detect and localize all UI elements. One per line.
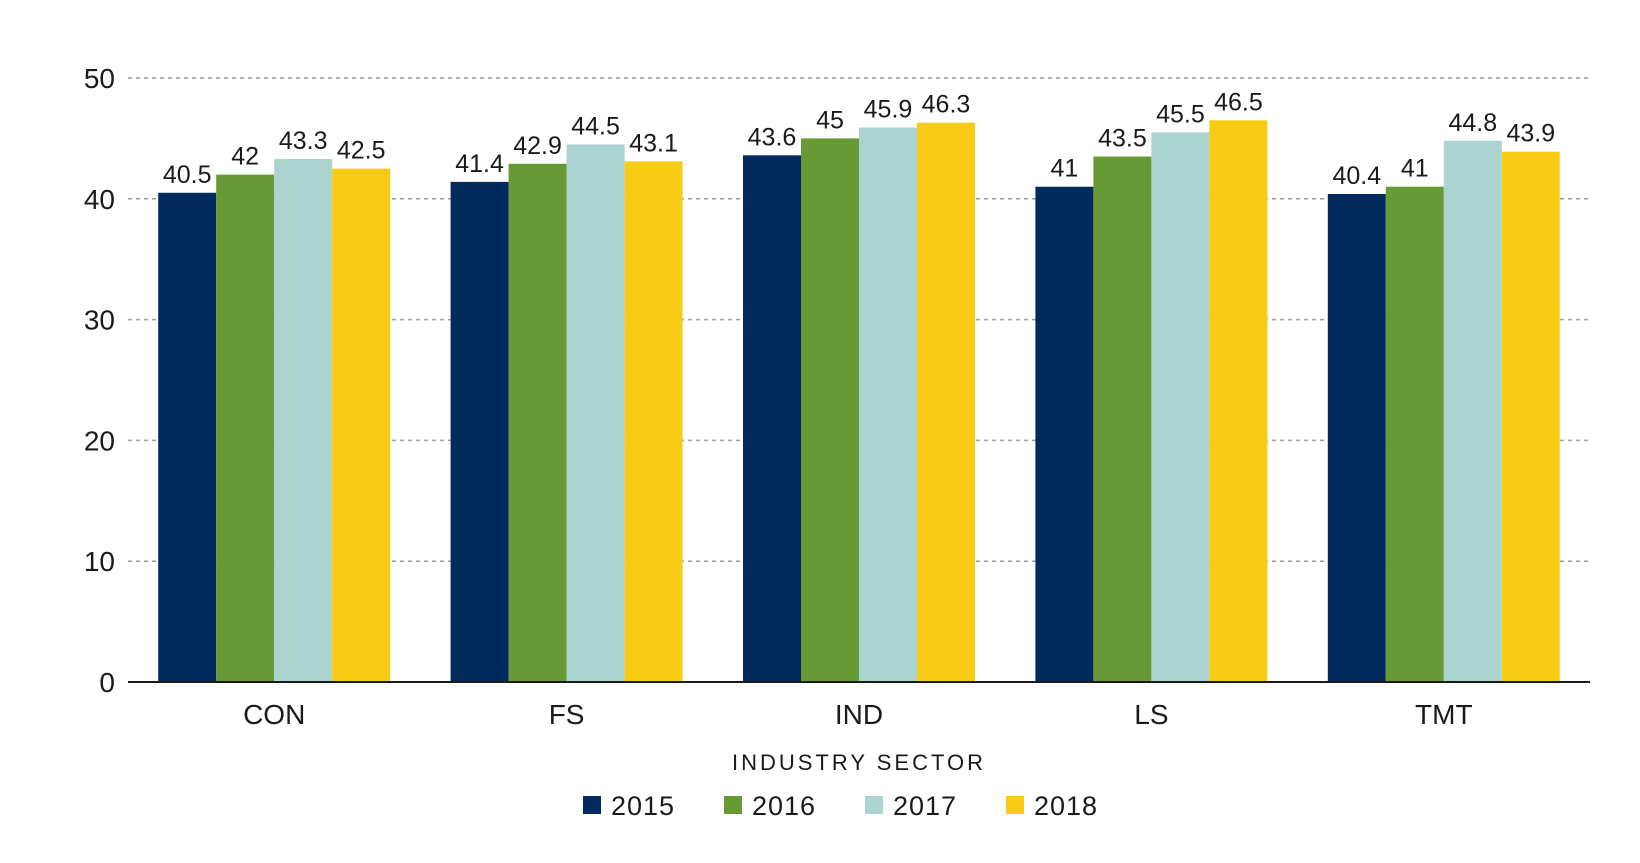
x-axis-categories: CON FS IND LS TMT (243, 699, 1472, 730)
legend-label: 2017 (893, 791, 957, 821)
legend-swatch-2017 (865, 796, 883, 814)
data-label: 43.9 (1506, 120, 1555, 148)
data-label: 43.5 (1098, 125, 1147, 153)
y-tick-label: 40 (84, 184, 115, 215)
bar-fs-2017 (566, 144, 625, 682)
legend-label: 2018 (1034, 791, 1098, 821)
legend-swatch-2015 (583, 796, 601, 814)
legend: 2015 2016 2017 2018 (583, 791, 1098, 821)
data-label: 42.5 (337, 137, 386, 165)
x-category-label: LS (1134, 699, 1168, 730)
legend-swatch-2016 (724, 796, 742, 814)
data-label: 41 (1401, 155, 1429, 183)
data-label: 43.3 (279, 127, 328, 155)
data-label: 41 (1050, 155, 1078, 183)
data-label: 45.9 (864, 96, 913, 124)
bar-tmt-2018 (1501, 151, 1560, 683)
bar-tmt-2015 (1327, 193, 1386, 682)
bar-con-2017 (274, 158, 333, 682)
bar-tmt-2016 (1385, 186, 1444, 682)
bar-ind-2016 (801, 138, 859, 682)
bar-con-2018 (332, 168, 391, 683)
bar-ls-2016 (1093, 156, 1152, 682)
legend-label: 2015 (611, 791, 675, 821)
x-category-label: CON (243, 699, 305, 730)
y-tick-label: 10 (84, 546, 115, 577)
y-tick-label: 0 (99, 667, 115, 698)
bar-ls-2018 (1209, 120, 1268, 682)
y-tick-label: 50 (84, 63, 115, 94)
y-tick-label: 20 (84, 425, 115, 456)
bar-ind-2015 (743, 155, 801, 682)
data-label: 43.6 (748, 123, 797, 151)
bar-tmt-2017 (1443, 140, 1502, 683)
data-label: 45 (816, 106, 844, 134)
y-tick-label: 30 (84, 305, 115, 336)
bar-ind-2017 (859, 127, 917, 682)
data-labels: 40.5 42 43.3 42.5 41.4 42.9 44.5 43.1 43.6 45 45.9… (163, 88, 1555, 190)
data-label: 45.5 (1156, 100, 1205, 128)
data-label: 44.8 (1448, 109, 1497, 137)
bar-fs-2016 (508, 163, 567, 682)
bar-ind-2018 (917, 122, 975, 683)
bar-con-2015 (158, 192, 217, 682)
data-label: 42 (231, 143, 259, 171)
bars (158, 120, 1560, 683)
data-label: 42.9 (513, 132, 562, 160)
bar-fs-2015 (450, 181, 509, 682)
data-label: 41.4 (455, 150, 504, 178)
data-label: 46.5 (1214, 88, 1263, 116)
bar-con-2016 (216, 174, 275, 682)
data-label: 46.3 (922, 91, 971, 119)
data-label: 40.4 (1332, 162, 1381, 190)
bar-fs-2018 (624, 161, 683, 683)
x-axis-title: INDUSTRY SECTOR (732, 750, 986, 775)
legend-label: 2016 (752, 791, 816, 821)
data-label: 43.1 (629, 129, 678, 157)
y-axis-ticks: 0 10 20 30 40 50 (84, 63, 115, 698)
data-label: 44.5 (571, 112, 620, 140)
x-category-label: IND (835, 699, 883, 730)
bar-ls-2017 (1151, 132, 1210, 683)
x-category-label: TMT (1415, 699, 1473, 730)
data-label: 40.5 (163, 161, 212, 189)
x-category-label: FS (549, 699, 585, 730)
legend-swatch-2018 (1006, 796, 1024, 814)
bar-ls-2015 (1035, 186, 1094, 682)
